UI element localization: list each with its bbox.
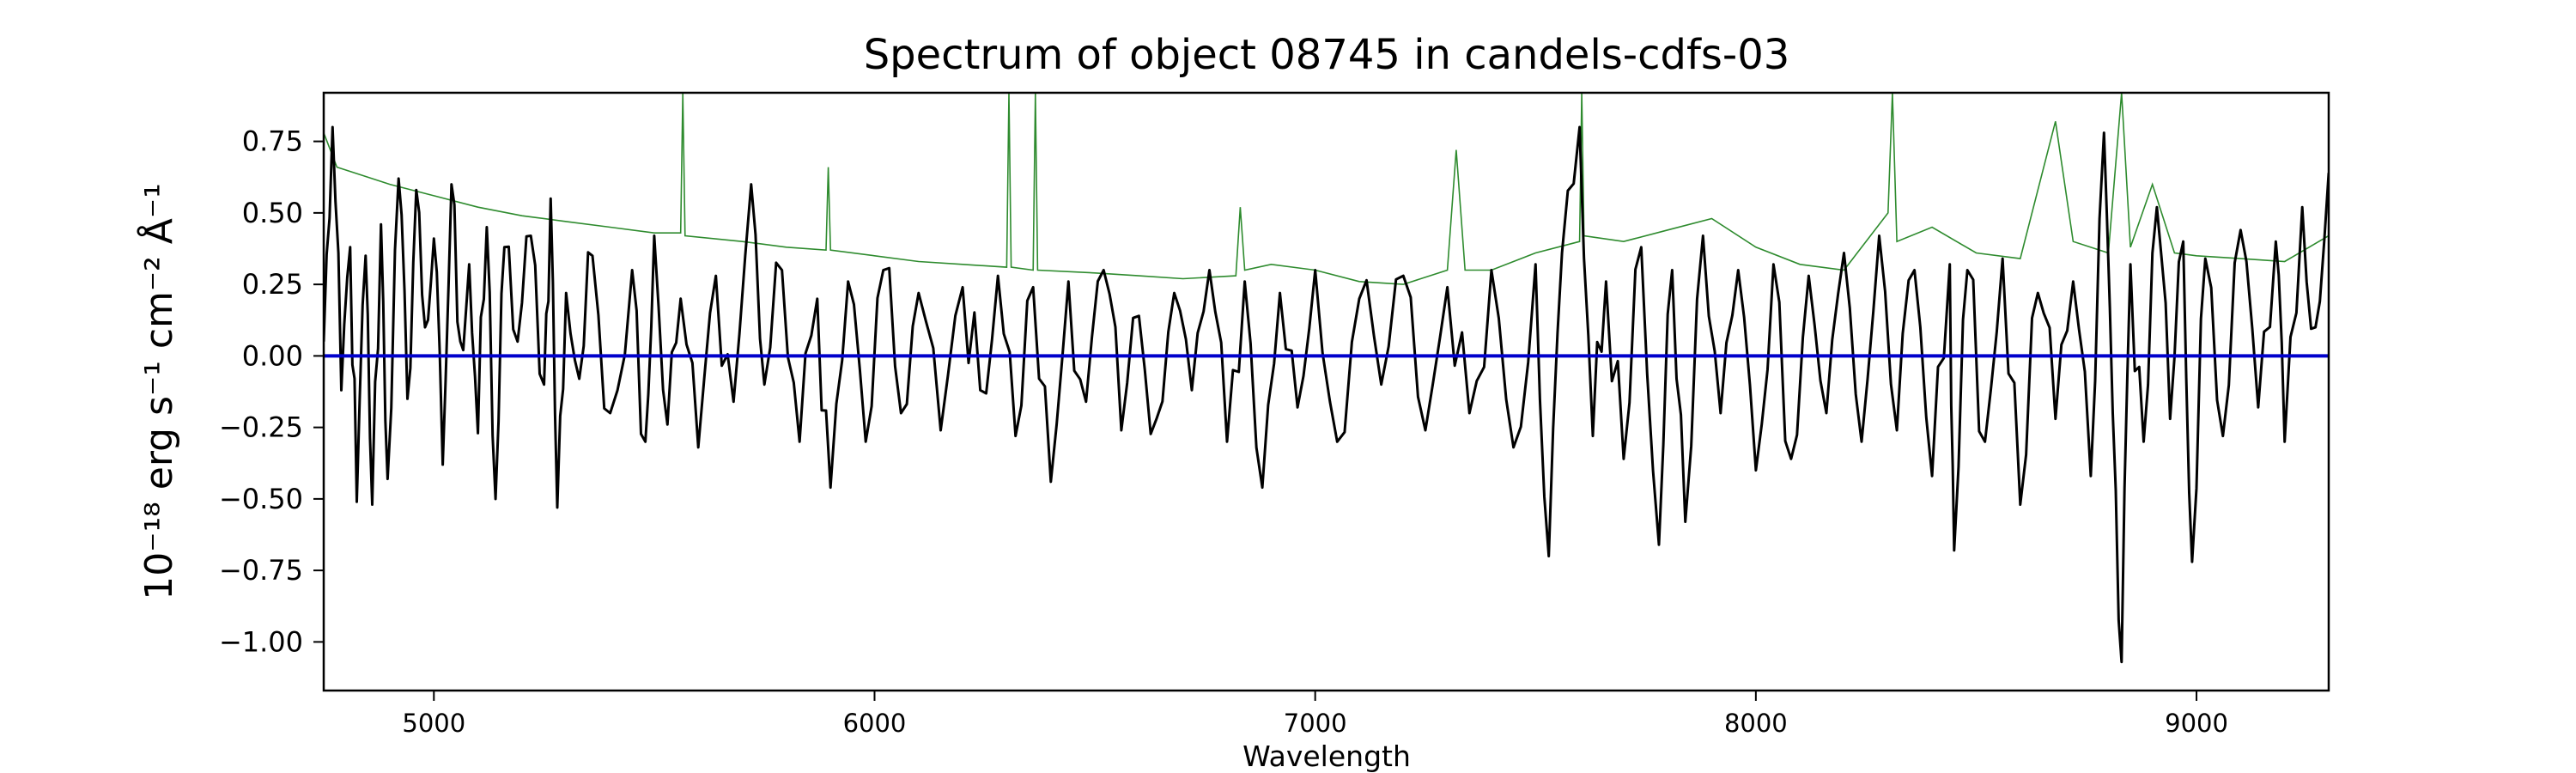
y-axis: 0.75 0.50 0.25 0.00 −0.25 −0.50 −0.75 −1.00: [219, 125, 324, 658]
x-axis: 5000 6000 7000 8000 9000: [402, 691, 2228, 738]
y-axis-label: 10⁻¹⁸ erg s⁻¹ cm⁻² Å⁻¹: [136, 183, 181, 600]
error-series-line: [324, 93, 2329, 285]
x-tick-label: 5000: [402, 709, 465, 738]
x-tick-label: 6000: [843, 709, 907, 738]
x-tick-label: 9000: [2165, 709, 2228, 738]
y-tick-label: −0.25: [219, 411, 303, 444]
y-tick-label: 0.00: [242, 339, 303, 372]
y-tick-label: 0.50: [242, 197, 303, 229]
plot-background: [324, 93, 2329, 691]
plot-frame: [322, 91, 2330, 692]
x-tick-label: 8000: [1724, 709, 1788, 738]
plot-area: [322, 91, 2330, 692]
y-tick-label: −1.00: [219, 625, 303, 658]
flux-series-line: [324, 125, 2329, 664]
y-tick-label: −0.75: [219, 554, 303, 587]
x-axis-label: Wavelength: [1242, 740, 1411, 773]
y-tick-label: 0.25: [242, 268, 303, 301]
y-tick-label: 0.75: [242, 125, 303, 158]
x-tick-label: 7000: [1284, 709, 1347, 738]
y-tick-label: −0.50: [219, 483, 303, 515]
chart-title: Spectrum of object 08745 in candels-cdfs…: [864, 31, 1790, 79]
